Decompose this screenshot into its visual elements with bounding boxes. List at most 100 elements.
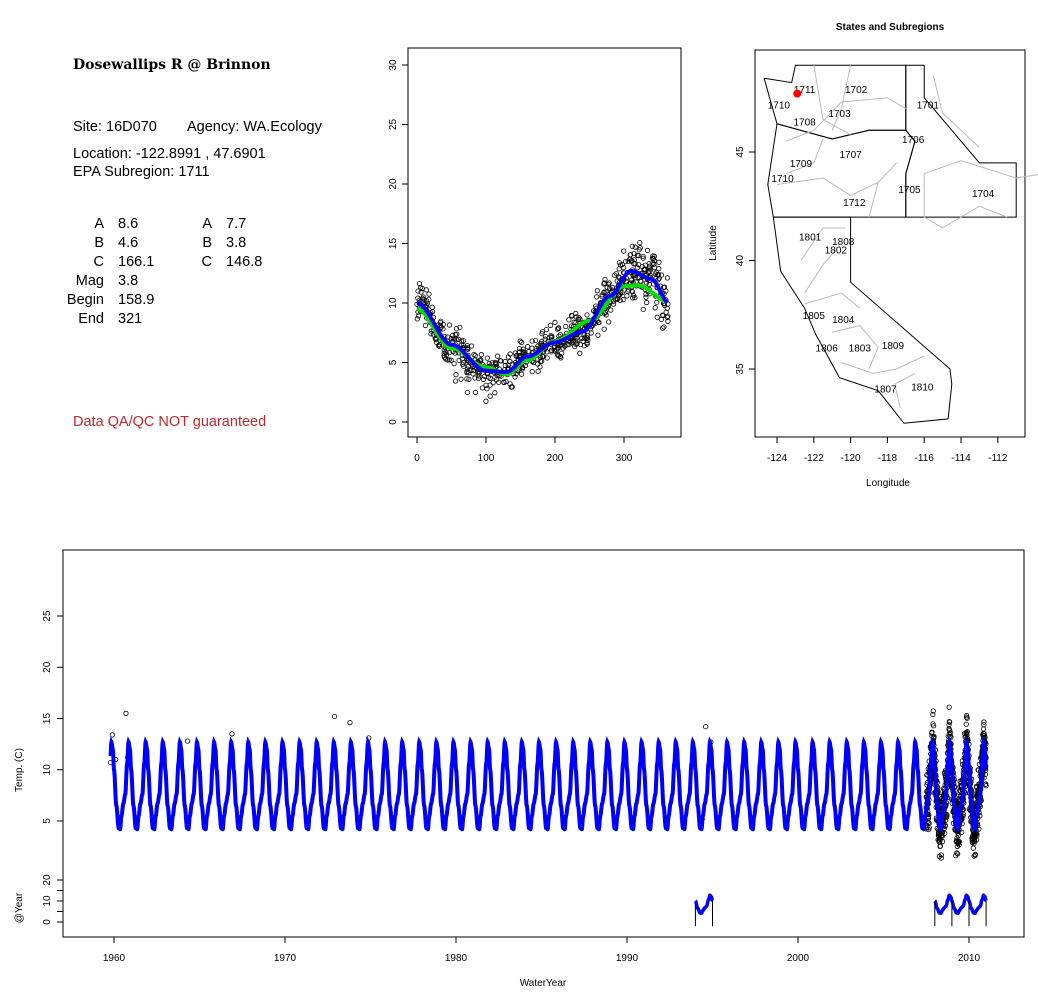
subregion-label: 1806 [816, 343, 839, 354]
data-point [656, 259, 662, 265]
data-point [573, 341, 579, 347]
data-point [484, 355, 490, 361]
data-point [512, 350, 519, 356]
x-tick-label: 0 [414, 453, 420, 464]
data-point [415, 288, 421, 294]
data-point [537, 358, 543, 364]
data-point [603, 312, 609, 318]
data-point [526, 349, 532, 355]
map-frame [754, 49, 1026, 438]
data-point [466, 376, 472, 382]
subregion-label: 1810 [911, 382, 934, 393]
data-point [542, 333, 549, 340]
data-point [513, 353, 519, 359]
data-point [529, 338, 535, 344]
data-point [419, 285, 425, 292]
data-point [429, 309, 436, 315]
observation-point [974, 833, 980, 839]
data-point [557, 332, 563, 338]
param-value: 158.9 [118, 292, 155, 308]
lat-tick-label: 35 [735, 363, 746, 375]
state-oregon [767, 123, 916, 218]
data-point [480, 376, 487, 382]
data-point [414, 316, 420, 322]
subregion-label: 1705 [898, 185, 921, 196]
data-point [516, 346, 523, 352]
subregion-border [813, 65, 851, 136]
data-point [615, 274, 622, 280]
state-idaho [905, 64, 1017, 218]
observation-point [931, 723, 937, 729]
data-point [544, 355, 550, 361]
observation-point [956, 838, 962, 845]
seasonal-fit-line [108, 736, 989, 832]
data-point [652, 305, 658, 311]
data-point [535, 368, 541, 374]
data-point [568, 312, 575, 319]
lon-tick-label: -112 [988, 453, 1008, 464]
data-point [423, 287, 429, 293]
data-point [466, 370, 472, 376]
data-point [604, 284, 610, 290]
subregion-label: 1702 [845, 85, 868, 96]
x-tick-label: 200 [547, 453, 564, 464]
observation-point [939, 838, 946, 845]
data-point [552, 319, 558, 325]
data-point [664, 314, 670, 320]
site-marker [793, 89, 802, 98]
data-point [616, 292, 622, 298]
subregion-label: 1809 [882, 341, 905, 352]
data-point [464, 343, 471, 349]
y-tick-label: 25 [388, 119, 399, 131]
subregion-label: 1701 [917, 100, 940, 111]
param-value-2: 3.8 [226, 235, 247, 251]
observation-point [946, 704, 952, 710]
data-point [621, 264, 627, 271]
data-point [643, 294, 649, 300]
subregion-label: 1805 [803, 311, 826, 322]
data-point [608, 307, 614, 313]
observation-point [959, 829, 965, 835]
observation-point [937, 843, 944, 849]
observation-point [981, 719, 987, 725]
data-point [537, 364, 543, 370]
data-point [650, 256, 656, 262]
data-point [634, 252, 640, 258]
data-point [487, 393, 493, 399]
data-point [634, 265, 640, 271]
data-point [478, 352, 484, 358]
data-point [529, 345, 535, 351]
data-point [606, 319, 612, 325]
subregion-border [786, 97, 907, 142]
param-label-2: A [202, 216, 212, 232]
data-point [654, 299, 660, 305]
data-point [654, 314, 660, 320]
data-point [649, 255, 656, 261]
param-value: 3.8 [118, 273, 139, 289]
outlier-point [703, 724, 709, 730]
observation-point [938, 852, 944, 858]
data-point [452, 378, 459, 384]
data-point [446, 357, 452, 363]
data-point [449, 332, 456, 339]
data-point [437, 320, 443, 326]
data-point [584, 335, 590, 341]
observation-point [963, 721, 969, 727]
param-value-2: 7.7 [226, 216, 247, 232]
data-point [647, 263, 653, 269]
fit-blue-line [416, 268, 669, 375]
outlier-point [184, 738, 191, 744]
data-point [606, 280, 612, 286]
data-point [640, 306, 646, 313]
data-point [577, 350, 583, 356]
year-axis-label: 10 [42, 895, 53, 907]
subregion-label: 1703 [828, 109, 851, 120]
data-point [486, 360, 492, 367]
data-point [617, 297, 623, 303]
lon-tick-label: -116 [915, 453, 935, 464]
observation-point [956, 842, 962, 848]
data-point [451, 361, 457, 367]
year-tick-label: 1990 [616, 953, 639, 964]
subregion-border [868, 182, 879, 218]
